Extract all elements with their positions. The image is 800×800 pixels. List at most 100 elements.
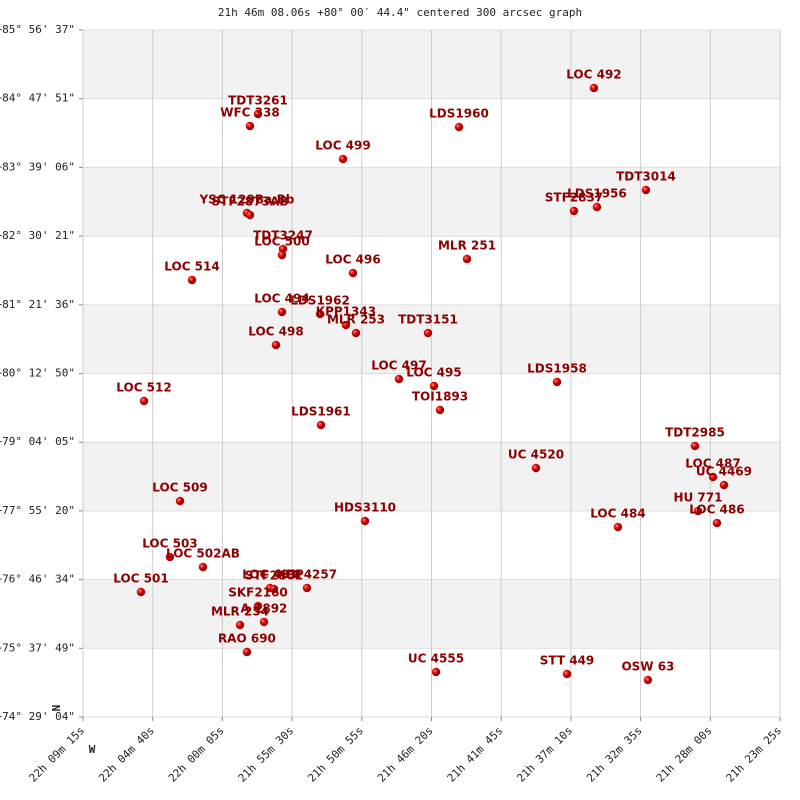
star-label: UC 4520 (508, 447, 564, 461)
star-label: TDT3247 (253, 228, 313, 242)
star-label: LOC 494 (254, 292, 309, 306)
y-tick-label: +84° 47' 51" (0, 92, 75, 105)
star-point (253, 601, 263, 611)
star-point (690, 441, 700, 451)
star-label: LOC 487 (685, 457, 740, 471)
star-label: LOC 514 (164, 260, 219, 274)
star-point (198, 562, 208, 572)
star-label: LOC 496 (325, 252, 380, 266)
star-point (360, 516, 370, 526)
star-label: WFC 338 (220, 106, 279, 120)
star-point (187, 275, 197, 285)
star-label: MLR 253 (327, 312, 385, 326)
star-label: LOC 499 (315, 138, 370, 152)
star-point (592, 202, 602, 212)
star-point (643, 675, 653, 685)
star-point (712, 518, 722, 528)
star-label: TOI1893 (412, 390, 468, 404)
y-tick-label: +80° 12' 50" (0, 367, 75, 380)
north-label: N (50, 705, 63, 712)
star-label: MLR 251 (438, 238, 496, 252)
star-label: LOC 500 (254, 235, 309, 249)
star-label: UC 4469 (696, 465, 752, 479)
star-point (259, 617, 269, 627)
star-label: TDT2985 (665, 426, 725, 440)
star-point (435, 405, 445, 415)
star-label: STT 449 (540, 653, 595, 667)
star-point (242, 647, 252, 657)
star-point (719, 480, 729, 490)
y-tick-label: +75° 37' 49" (0, 641, 75, 654)
star-point (253, 109, 263, 119)
x-tick-label: 22h 09m 15s (27, 724, 88, 785)
star-point (351, 328, 361, 338)
star-label: LOC 503 (142, 537, 197, 551)
star-point (338, 154, 348, 164)
star-point (235, 620, 245, 630)
star-label: LDS1956 (567, 187, 627, 201)
star-point (423, 328, 433, 338)
y-tick-label: +76° 46' 34" (0, 573, 75, 586)
star-point (277, 250, 287, 260)
star-label: LOC 493 (242, 567, 297, 581)
star-label: KPP4257 (277, 567, 337, 581)
star-label: SKF2160 (228, 586, 288, 600)
star-point (641, 185, 651, 195)
star-point (316, 420, 326, 430)
star-point (429, 381, 439, 391)
star-label: LOC 502AB (166, 547, 240, 561)
star-point (348, 268, 358, 278)
star-point (175, 496, 185, 506)
star-label: LOC 501 (113, 572, 168, 586)
y-tick-label: +81° 21' 36" (0, 298, 75, 311)
x-tick-label: 21h 28m 00s (654, 724, 715, 785)
star-point (613, 522, 623, 532)
star-label: TDT3261 (228, 93, 288, 107)
star-label: LOC 512 (116, 381, 171, 395)
star-label: LOC 492 (566, 67, 621, 81)
star-point (531, 463, 541, 473)
star-point (569, 206, 579, 216)
star-point (277, 307, 287, 317)
star-label: LOC 495 (406, 366, 461, 380)
x-tick-label: 21h 50m 55s (305, 724, 366, 785)
x-tick-label: 22h 00m 05s (166, 724, 227, 785)
chart-title: 21h 46m 08.06s +80° 00′ 44.4" centered 3… (218, 6, 582, 19)
star-label: RAO 690 (218, 632, 276, 646)
star-label: LDS1961 (291, 405, 351, 419)
star-point (562, 669, 572, 679)
star-label: LDS1958 (527, 362, 587, 376)
star-label: HDS3110 (334, 501, 396, 515)
star-point (139, 396, 149, 406)
x-tick-label: 21h 37m 10s (514, 724, 575, 785)
y-tick-label: +79° 04' 05" (0, 435, 75, 448)
x-tick-label: 21h 46m 20s (375, 724, 436, 785)
star-point (245, 121, 255, 131)
star-label: OSW 63 (621, 660, 674, 674)
y-tick-label: +82° 30' 21" (0, 229, 75, 242)
star-point (708, 472, 718, 482)
star-label: LDS1962 (290, 293, 350, 307)
y-tick-label: +77° 55' 20" (0, 504, 75, 517)
star-point (431, 667, 441, 677)
star-label: LOC 484 (590, 507, 645, 521)
star-label: HU 771 (673, 491, 722, 505)
star-label: UC 4555 (408, 652, 464, 666)
star-point (136, 587, 146, 597)
star-label: KPP1343 (316, 305, 376, 319)
star-point (462, 254, 472, 264)
star-point (552, 377, 562, 387)
y-tick-label: +85° 56' 37" (0, 23, 75, 36)
star-point (341, 320, 351, 330)
star-point (394, 374, 404, 384)
west-label: W (89, 743, 96, 756)
star-point (245, 210, 255, 220)
x-tick-label: 22h 04m 40s (96, 724, 157, 785)
star-label: TDT3151 (398, 312, 458, 326)
x-tick-label: 21h 41m 45s (445, 724, 506, 785)
star-label: STF2873AB (212, 195, 289, 209)
star-label: LOC 497 (371, 358, 426, 372)
star-point (315, 309, 325, 319)
star-label: STF2837 (545, 191, 603, 205)
